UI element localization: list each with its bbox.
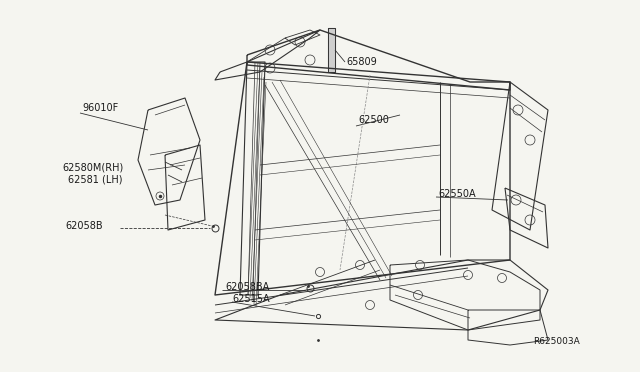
Text: 96010F: 96010F [82, 103, 118, 113]
Text: 62515A: 62515A [232, 294, 269, 304]
Text: 62058BA: 62058BA [225, 282, 269, 292]
Text: 62550A: 62550A [438, 189, 476, 199]
Text: 62058B: 62058B [65, 221, 102, 231]
Text: R625003A: R625003A [533, 337, 580, 346]
Text: 62581 (LH): 62581 (LH) [68, 174, 122, 184]
Polygon shape [328, 28, 335, 72]
Text: 65809: 65809 [346, 57, 377, 67]
Text: 62500: 62500 [358, 115, 389, 125]
Text: 62580M(RH): 62580M(RH) [62, 162, 124, 172]
